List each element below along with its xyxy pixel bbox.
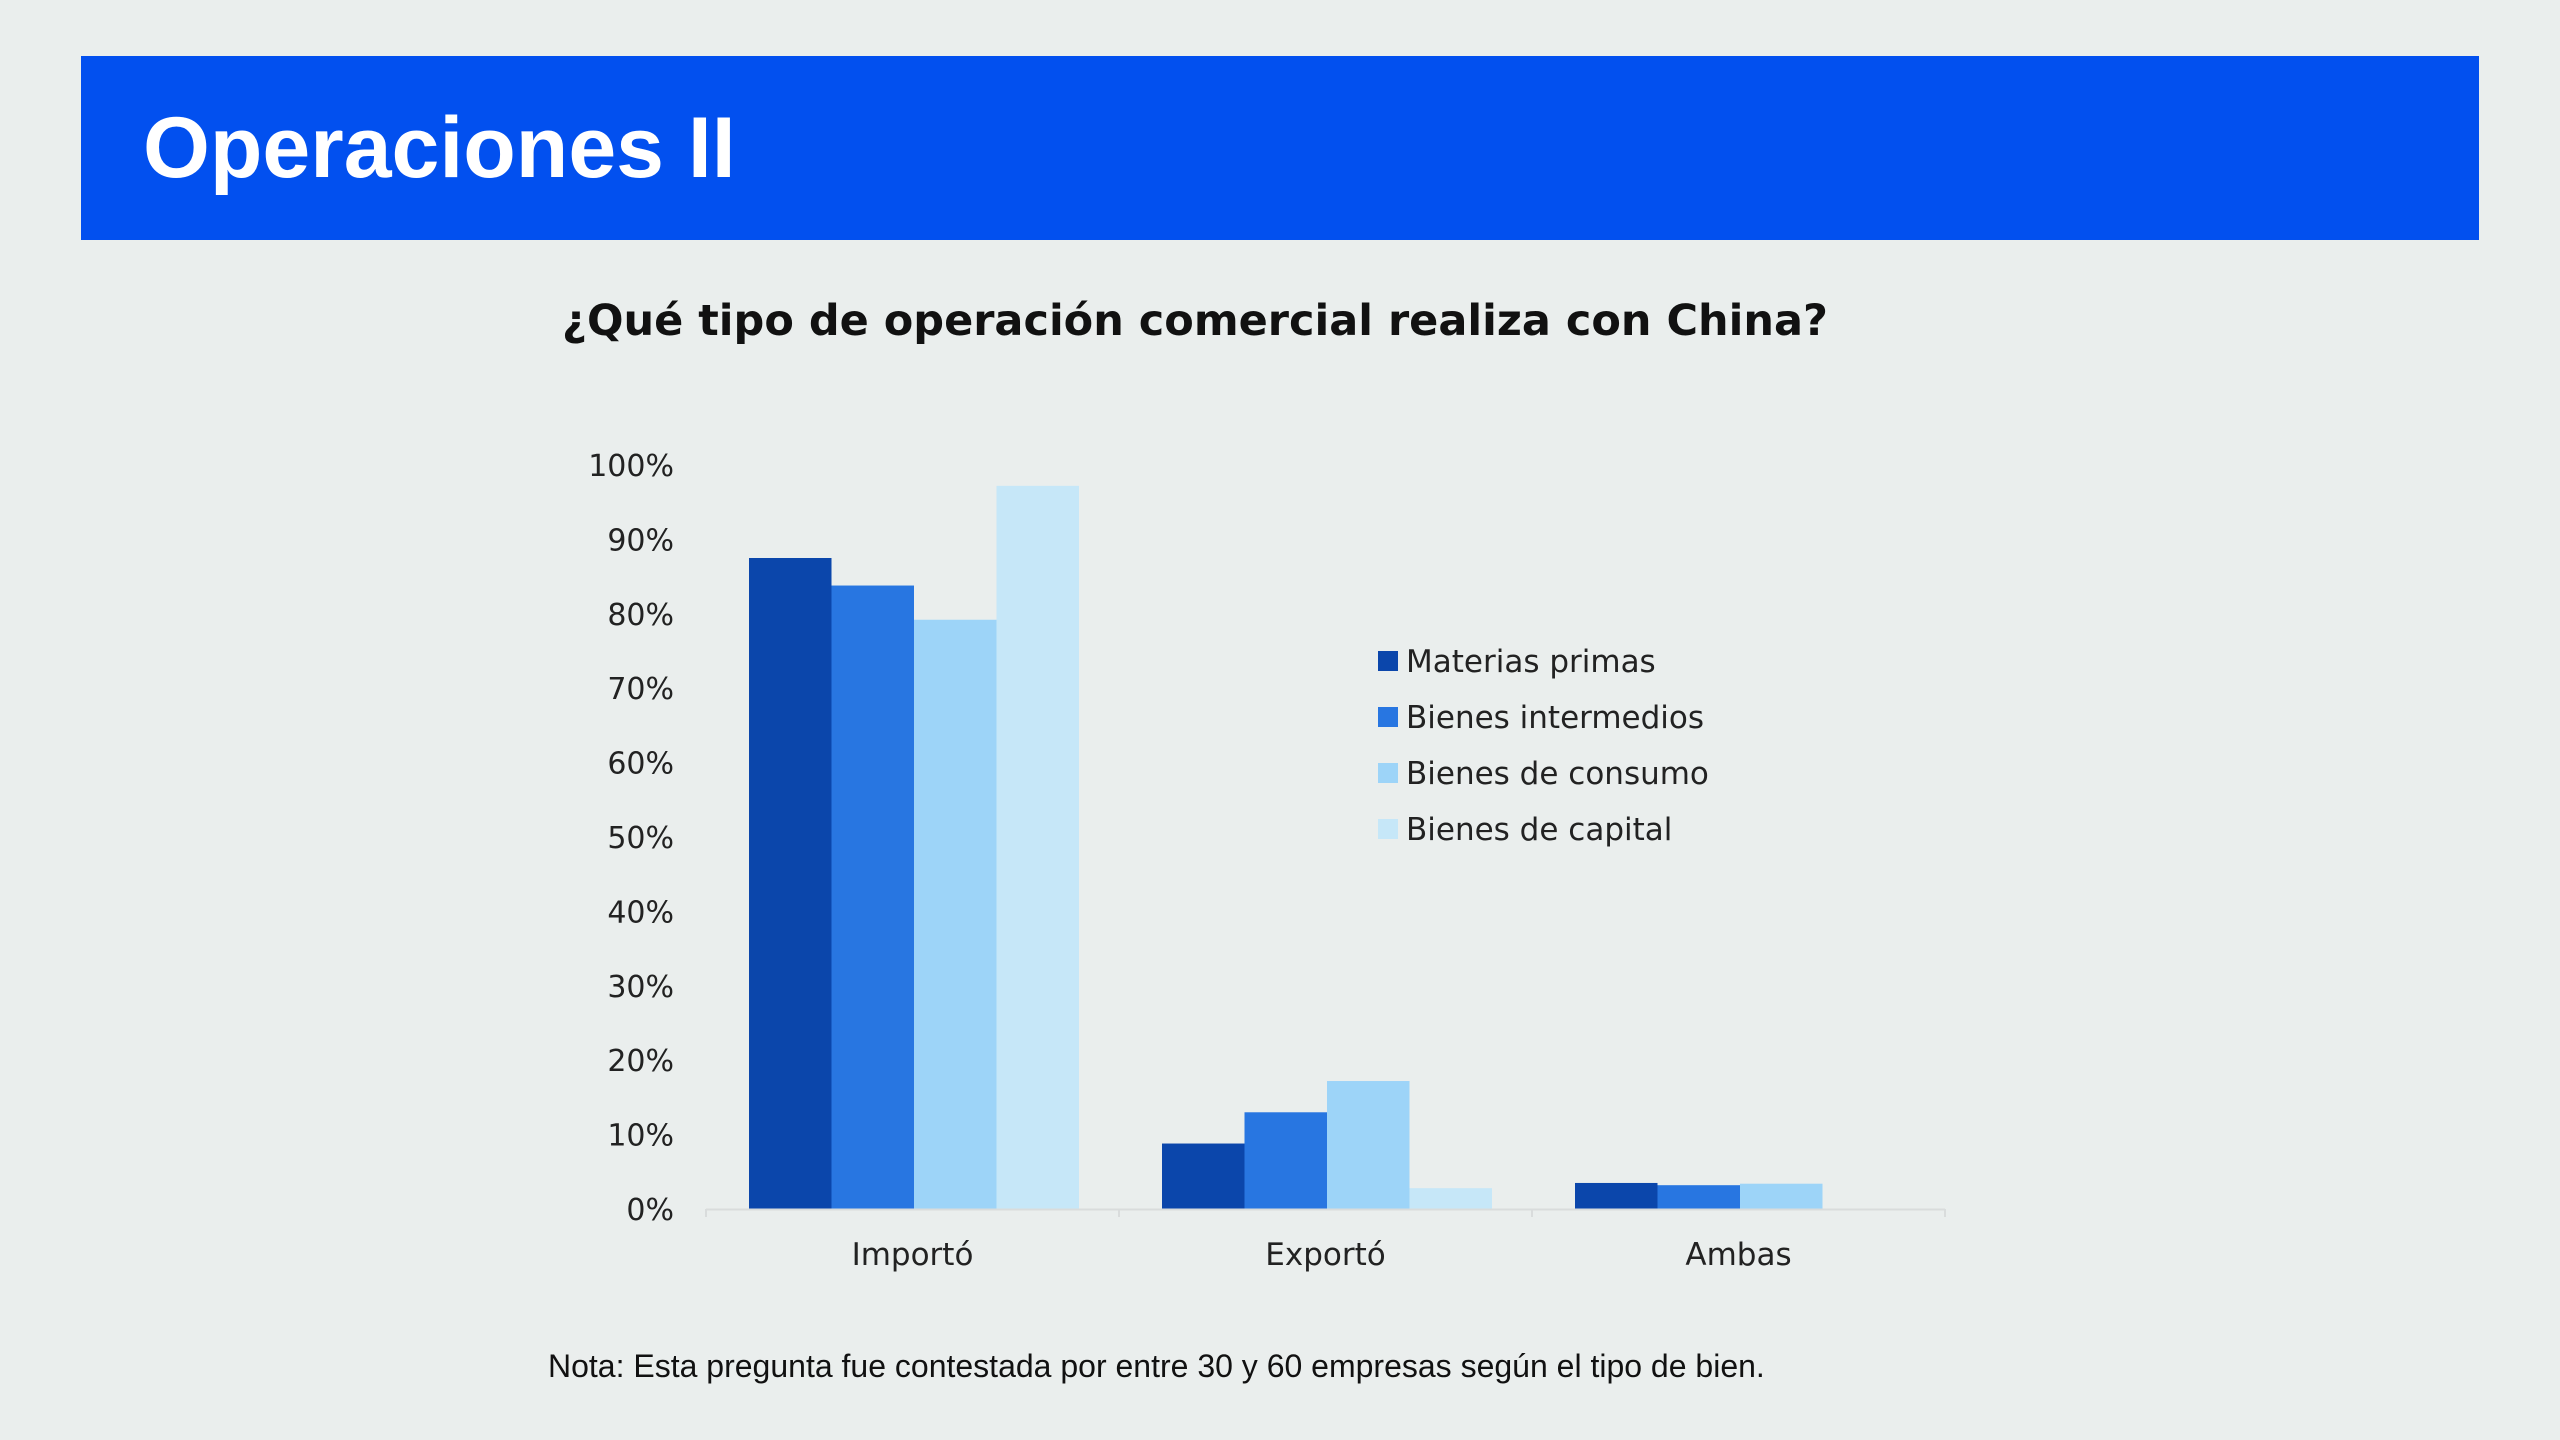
y-tick-label: 90% bbox=[607, 523, 674, 558]
chart-title: ¿Qué tipo de operación comercial realiza… bbox=[562, 296, 1828, 346]
y-axis: 0% 10% 20% 30% 40% 50% 60% 70% 80% 90% 100% bbox=[588, 449, 674, 1228]
bar bbox=[1244, 1112, 1327, 1209]
y-tick-label: 10% bbox=[607, 1119, 674, 1154]
legend-swatch bbox=[1378, 651, 1398, 671]
bar bbox=[996, 485, 1079, 1209]
bar bbox=[1327, 1081, 1410, 1209]
bar bbox=[1409, 1188, 1492, 1209]
y-tick-label: 80% bbox=[607, 598, 674, 633]
y-tick-label: 40% bbox=[607, 895, 674, 930]
legend-label: Bienes de capital bbox=[1406, 812, 1672, 848]
x-category-label: Exportó bbox=[1265, 1237, 1385, 1273]
bar bbox=[1657, 1185, 1740, 1209]
legend-label: Bienes intermedios bbox=[1406, 700, 1704, 736]
legend-label: Bienes de consumo bbox=[1406, 756, 1709, 792]
y-tick-label: 50% bbox=[607, 821, 674, 856]
x-category-label: Importó bbox=[852, 1237, 974, 1273]
y-tick-label: 70% bbox=[607, 672, 674, 707]
bar bbox=[914, 619, 997, 1209]
bar bbox=[1740, 1183, 1823, 1209]
footnote: Nota: Esta pregunta fue contestada por e… bbox=[548, 1348, 1765, 1384]
bar bbox=[1162, 1143, 1245, 1209]
slide-title: Operaciones II bbox=[143, 100, 736, 196]
bars bbox=[749, 485, 1823, 1209]
y-tick-label: 20% bbox=[607, 1044, 674, 1079]
header-band: Operaciones II bbox=[81, 56, 2479, 240]
bar bbox=[831, 585, 914, 1209]
legend-swatch bbox=[1378, 763, 1398, 783]
y-tick-label: 60% bbox=[607, 747, 674, 782]
bar bbox=[749, 558, 832, 1209]
legend-swatch bbox=[1378, 707, 1398, 727]
legend-label: Materias primas bbox=[1406, 644, 1656, 680]
y-tick-label: 100% bbox=[588, 449, 674, 484]
bar bbox=[1575, 1182, 1658, 1209]
y-tick-label: 0% bbox=[626, 1193, 674, 1228]
legend-swatch bbox=[1378, 819, 1398, 839]
legend: Materias primas Bienes intermedios Bienes … bbox=[1378, 644, 1709, 848]
x-category-label: Ambas bbox=[1685, 1237, 1791, 1273]
y-tick-label: 30% bbox=[607, 970, 674, 1005]
x-axis: Importó Exportó Ambas bbox=[705, 1208, 1946, 1273]
